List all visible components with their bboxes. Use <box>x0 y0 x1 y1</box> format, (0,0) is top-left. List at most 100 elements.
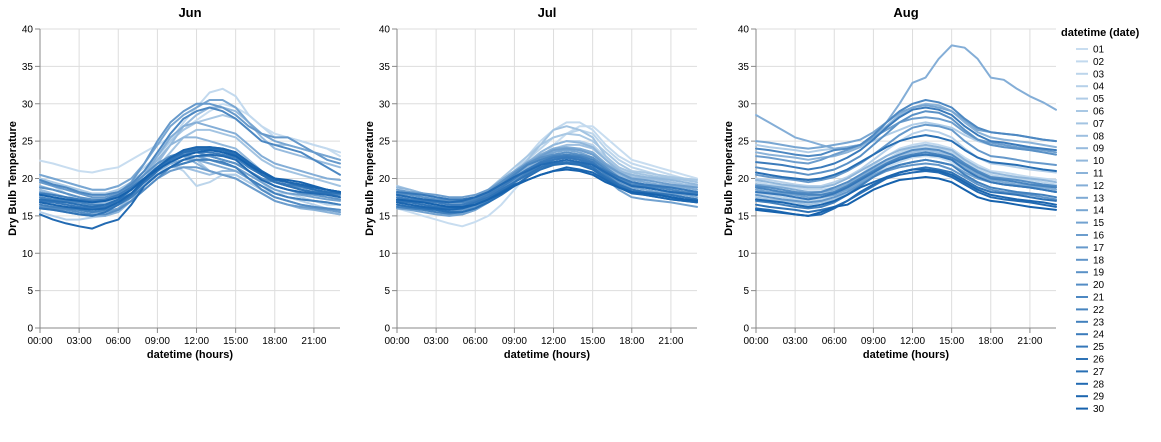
x-tick-label: 21:00 <box>658 336 683 347</box>
x-tick-label: 12:00 <box>900 336 925 347</box>
legend-item: 11 <box>1076 169 1104 180</box>
legend-label: 14 <box>1093 206 1105 217</box>
legend-item: 05 <box>1076 94 1105 105</box>
series-lines <box>396 121 698 228</box>
series-line-29 <box>39 146 341 211</box>
series-line-25 <box>396 156 698 201</box>
legend-label: 12 <box>1093 181 1105 192</box>
y-tick-label: 40 <box>379 25 391 36</box>
legend-item: 15 <box>1076 218 1105 229</box>
y-tick-label: 40 <box>22 25 34 36</box>
legend-item: 08 <box>1076 131 1105 142</box>
series-line-22 <box>755 151 1057 196</box>
series-line-29 <box>755 168 1057 208</box>
y-tick-label: 20 <box>22 174 34 185</box>
series-line-28 <box>396 158 698 204</box>
x-axis-title: datetime (hours) <box>147 349 234 361</box>
series-line-25 <box>755 153 1057 201</box>
legend-item: 07 <box>1076 119 1105 130</box>
legend-label: 06 <box>1093 107 1105 118</box>
legend-item: 02 <box>1076 57 1105 68</box>
legend-item: 25 <box>1076 342 1105 353</box>
x-tick-label: 18:00 <box>262 336 287 347</box>
series-line-30 <box>755 176 1057 217</box>
y-tick-label: 10 <box>379 249 391 260</box>
legend-item: 22 <box>1076 305 1105 316</box>
series-line-20 <box>755 147 1057 195</box>
legend-label: 07 <box>1093 119 1105 130</box>
legend-label: 01 <box>1093 45 1105 56</box>
y-tick-label: 15 <box>738 211 750 222</box>
x-tick-label: 21:00 <box>1017 336 1042 347</box>
x-tick-label: 15:00 <box>939 336 964 347</box>
x-tick-label: 09:00 <box>145 336 170 347</box>
x-tick-label: 06:00 <box>106 336 131 347</box>
series-line-27 <box>755 134 1057 181</box>
panel-jun: 0 5 10 15 20 25 30 35 40 00:00 03:00 06:00 09:00 12:0… <box>7 5 341 361</box>
y-tick-label: 0 <box>743 324 749 335</box>
y-tick-label: 35 <box>22 62 34 73</box>
y-tick-label: 35 <box>738 62 750 73</box>
legend-item: 03 <box>1076 69 1105 80</box>
legend-title: datetime (date) <box>1061 27 1140 39</box>
legend-label: 29 <box>1093 392 1105 403</box>
legend-item: 27 <box>1076 367 1105 378</box>
series-line-17 <box>39 102 341 199</box>
legend-label: 19 <box>1093 268 1105 279</box>
legend: datetime (date)0102030405060708091011121… <box>1061 27 1140 415</box>
panel-title: Aug <box>893 5 918 20</box>
y-tick-label: 0 <box>27 324 33 335</box>
y-tick-label: 5 <box>743 286 749 297</box>
x-axis-title: datetime (hours) <box>504 349 591 361</box>
series-line-16 <box>755 116 1057 165</box>
x-tick-label: 03:00 <box>783 336 808 347</box>
y-tick-label: 20 <box>738 174 750 185</box>
y-axis-title: Dry Bulb Temperature <box>364 121 376 236</box>
series-line-14 <box>39 99 341 191</box>
series-line-04 <box>755 128 1057 187</box>
legend-label: 23 <box>1093 317 1105 328</box>
y-tick-label: 10 <box>22 249 34 260</box>
series-line-12 <box>755 44 1057 150</box>
legend-label: 17 <box>1093 243 1105 254</box>
x-tick-label: 12:00 <box>184 336 209 347</box>
legend-label: 11 <box>1093 169 1104 180</box>
legend-item: 23 <box>1076 317 1105 328</box>
y-tick-label: 25 <box>738 137 750 148</box>
legend-label: 21 <box>1093 293 1105 304</box>
series-line-24 <box>755 106 1057 171</box>
series-line-03 <box>755 146 1057 202</box>
y-tick-label: 35 <box>379 62 391 73</box>
x-tick-label: 06:00 <box>463 336 488 347</box>
legend-label: 05 <box>1093 94 1105 105</box>
legend-item: 29 <box>1076 392 1105 403</box>
series-line-11 <box>755 102 1057 161</box>
series-line-23 <box>755 158 1057 210</box>
legend-item: 24 <box>1076 330 1105 341</box>
y-tick-label: 25 <box>22 137 34 148</box>
y-tick-label: 30 <box>379 99 391 110</box>
legend-label: 04 <box>1093 82 1105 93</box>
legend-label: 24 <box>1093 330 1105 341</box>
x-tick-label: 09:00 <box>502 336 527 347</box>
legend-label: 15 <box>1093 218 1105 229</box>
series-line-21 <box>755 99 1057 158</box>
x-tick-label: 09:00 <box>861 336 886 347</box>
x-tick-label: 15:00 <box>580 336 605 347</box>
series-lines <box>755 44 1057 217</box>
legend-label: 20 <box>1093 280 1105 291</box>
legend-label: 25 <box>1093 342 1105 353</box>
legend-item: 16 <box>1076 231 1105 242</box>
x-tick-label: 21:00 <box>301 336 326 347</box>
legend-label: 27 <box>1093 367 1105 378</box>
legend-label: 02 <box>1093 57 1105 68</box>
x-tick-label: 03:00 <box>67 336 92 347</box>
legend-item: 20 <box>1076 280 1105 291</box>
y-tick-label: 5 <box>384 286 390 297</box>
legend-item: 19 <box>1076 268 1105 279</box>
legend-item: 10 <box>1076 156 1105 167</box>
x-tick-label: 00:00 <box>384 336 409 347</box>
x-tick-label: 15:00 <box>223 336 248 347</box>
y-tick-label: 15 <box>22 211 34 222</box>
